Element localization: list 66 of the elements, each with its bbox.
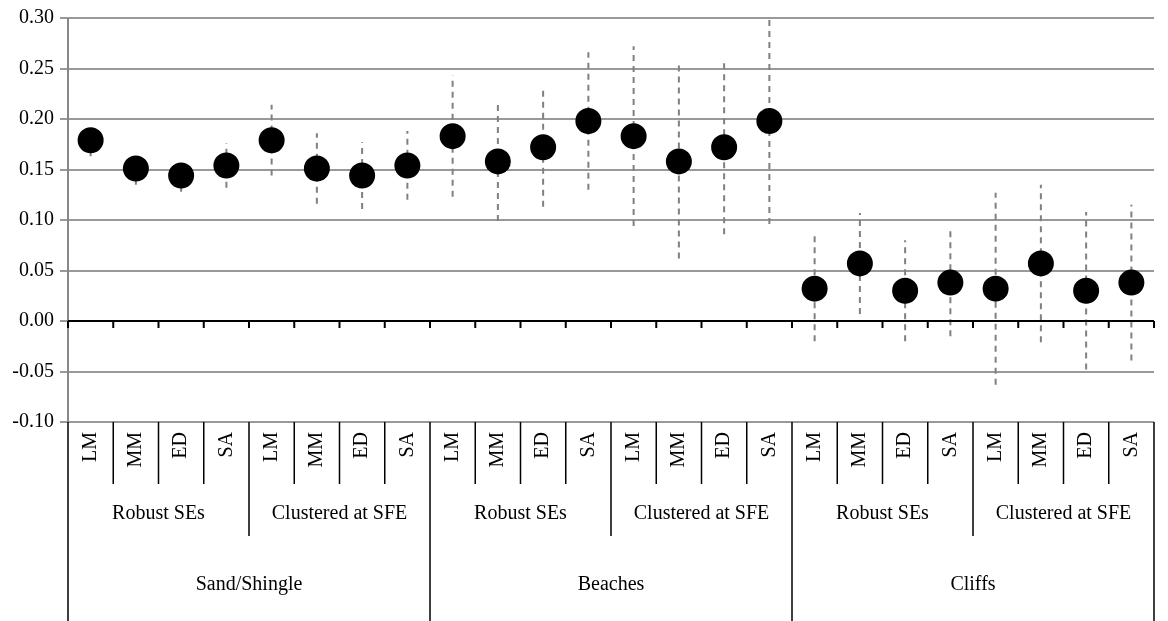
point: [756, 108, 783, 135]
y-tick-label: 0.10: [19, 207, 54, 230]
x-tick-label: MM: [1028, 431, 1051, 468]
point: [303, 155, 330, 182]
point: [530, 134, 557, 161]
point: [258, 127, 285, 154]
x-tick-label: MM: [847, 431, 870, 468]
x-tick-label: ED: [349, 432, 372, 459]
point: [77, 127, 104, 154]
point: [1118, 269, 1145, 296]
x-tick-label: ED: [530, 432, 553, 459]
text: Sand/Shingle: [195, 572, 303, 596]
point: [168, 162, 195, 189]
text: Clustered at SFE: [995, 501, 1132, 524]
x-tick-label: SA: [213, 431, 236, 458]
x-tick-label: LM: [77, 431, 100, 462]
text: Clustered at SFE: [271, 501, 408, 524]
x-tick-label: ED: [711, 432, 734, 459]
point: [213, 152, 240, 179]
point: [937, 269, 964, 296]
x-tick-label: LM: [258, 431, 281, 462]
y-tick-label: 0.00: [19, 308, 54, 331]
x-tick-label: SA: [756, 431, 779, 458]
point: [484, 148, 511, 175]
point: [1073, 277, 1100, 304]
y-tick-label: 0.25: [19, 55, 54, 78]
point: [892, 277, 919, 304]
x-tick-label: MM: [123, 431, 146, 468]
x-tick-label: SA: [1118, 431, 1141, 458]
x-tick-label: ED: [892, 432, 915, 459]
point: [665, 148, 692, 175]
text: Robust SEs: [112, 501, 206, 524]
text: Robust SEs: [836, 501, 930, 524]
point: [620, 123, 647, 150]
x-tick-label: LM: [801, 431, 824, 462]
point: [439, 123, 466, 150]
point: [982, 275, 1009, 302]
point: [122, 155, 149, 182]
y-tick-label: 0.05: [19, 257, 54, 280]
y-tick-label: 0.30: [19, 5, 54, 28]
text: Clustered at SFE: [633, 501, 770, 524]
point: [846, 250, 873, 277]
y-tick-label: 0.20: [19, 106, 54, 129]
y-tick-label: 0.15: [19, 156, 54, 179]
x-tick-label: MM: [485, 431, 508, 468]
x-tick-label: MM: [304, 431, 327, 468]
x-tick-label: ED: [168, 432, 191, 459]
point: [801, 275, 828, 302]
text: Cliffs: [950, 572, 996, 595]
x-tick-label: ED: [1073, 432, 1096, 459]
point: [394, 152, 421, 179]
x-tick-label: LM: [620, 431, 643, 462]
y-tick-label: -0.05: [12, 358, 54, 381]
y-tick-label: -0.10: [12, 409, 54, 432]
x-tick-label: MM: [666, 431, 689, 468]
text: Robust SEs: [474, 501, 568, 524]
x-tick-label: LM: [982, 431, 1005, 462]
text: Beaches: [577, 572, 645, 595]
x-tick-label: SA: [575, 431, 598, 458]
x-tick-label: LM: [439, 431, 462, 462]
x-tick-label: SA: [937, 431, 960, 458]
point: [1027, 250, 1054, 277]
point: [711, 134, 738, 161]
x-tick-label: SA: [394, 431, 417, 458]
point: [575, 108, 602, 135]
point: [349, 162, 376, 189]
